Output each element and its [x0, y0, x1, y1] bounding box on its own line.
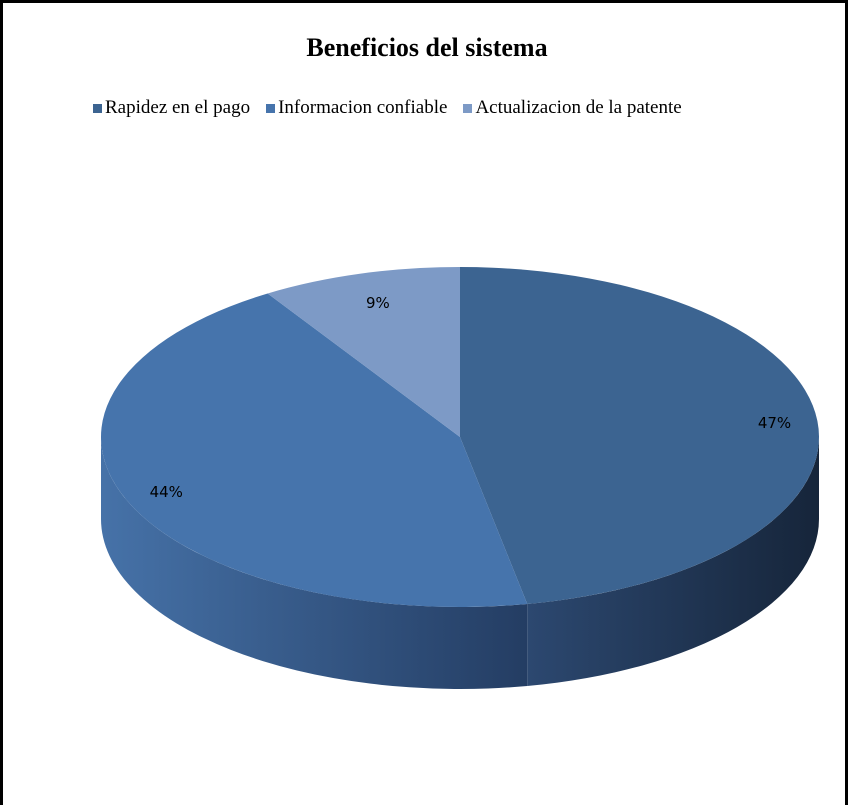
- pie-slice-rapidez-en-el-pago: [460, 267, 820, 604]
- legend-label: Rapidez en el pago: [105, 97, 251, 118]
- chart-legend: Rapidez en el pago Informacion confiable…: [93, 97, 682, 119]
- pie-slice-actualizacion-de-la-patente: [267, 267, 460, 437]
- data-label-rapidez-en-el-pago: 47%: [758, 414, 791, 432]
- legend-item-rapidez: Rapidez en el pago: [93, 97, 250, 119]
- pie-tops: [100, 267, 820, 607]
- data-label-actualizacion-de-la-patente: 9%: [366, 294, 390, 312]
- pie-side-rapidez-en-el-pago: [527, 437, 819, 686]
- data-label-informacion-confiable: 44%: [150, 483, 183, 501]
- legend-swatch: [463, 103, 473, 113]
- chart-title: Beneficios del sistema: [306, 33, 548, 62]
- legend-item-actualizacion: Actualizacion de la patente: [463, 97, 682, 119]
- pie-labels: 47% 44% 9%: [150, 294, 792, 501]
- legend-label: Actualizacion de la patente: [475, 97, 682, 118]
- pie-sides: [101, 437, 819, 690]
- legend-label: Informacion confiable: [278, 97, 448, 118]
- legend-item-informacion: Informacion confiable: [266, 97, 447, 119]
- pie-side-informacion-confiable: [101, 437, 528, 690]
- legend-swatch: [93, 103, 102, 113]
- pie-chart: 47% 44% 9%: [100, 267, 820, 690]
- pie-slice-informacion-confiable: [100, 293, 528, 607]
- legend-swatch: [266, 103, 276, 113]
